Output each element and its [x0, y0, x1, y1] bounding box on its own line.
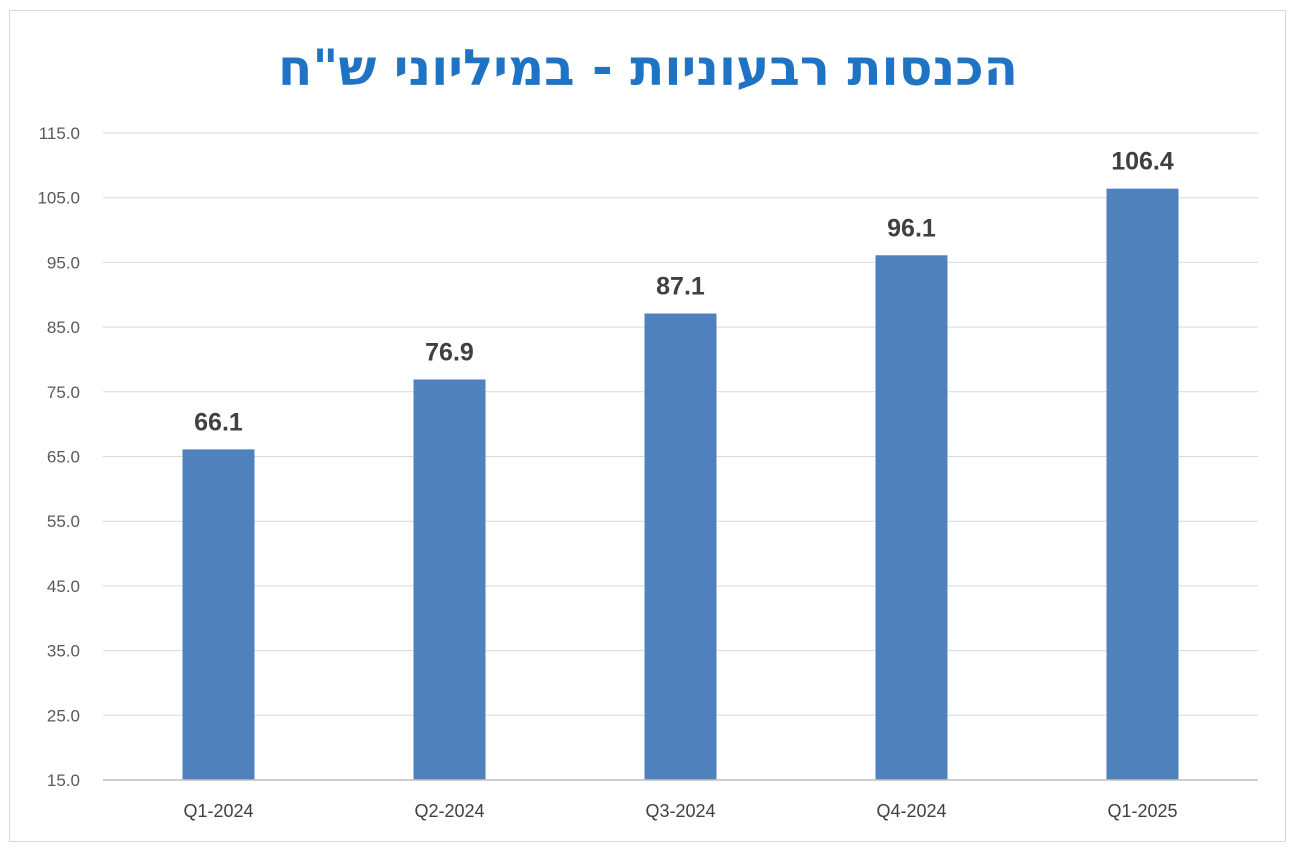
bar	[875, 255, 948, 780]
labels: 15.0 25.0 35.0 45.0 55.0 65.0 75.0 85.0 95.0 105.…	[37, 124, 1177, 821]
bars	[182, 188, 1179, 781]
data-label: 106.4	[1111, 148, 1174, 176]
x-tick-label: Q1-2024	[183, 801, 253, 821]
data-label: 66.1	[194, 408, 243, 436]
y-tick-label: 45.0	[47, 577, 80, 596]
y-tick-label: 75.0	[47, 383, 80, 402]
y-tick-label: 15.0	[47, 771, 80, 790]
y-tick-label: 95.0	[47, 253, 80, 272]
y-tick-label: 55.0	[47, 512, 80, 531]
x-tick-label: Q1-2025	[1107, 801, 1177, 821]
chart-title: הכנסות רבעוניות - במיליוני ש"ח	[278, 39, 1018, 97]
bar	[1106, 188, 1179, 781]
y-tick-label: 35.0	[47, 642, 80, 661]
x-tick-label: Q3-2024	[645, 801, 715, 821]
y-tick-label: 115.0	[39, 124, 80, 143]
data-label: 96.1	[887, 214, 936, 242]
x-tick-label: Q4-2024	[876, 801, 946, 821]
y-tick-label: 85.0	[47, 318, 80, 337]
data-label: 87.1	[656, 273, 705, 301]
y-tick-label: 25.0	[47, 706, 80, 725]
data-label: 76.9	[425, 339, 474, 367]
bar	[644, 313, 717, 780]
bar	[182, 449, 255, 780]
y-tick-label: 105.0	[37, 189, 80, 208]
y-tick-label: 65.0	[47, 448, 80, 467]
x-tick-label: Q2-2024	[414, 801, 484, 821]
bar	[413, 379, 486, 780]
